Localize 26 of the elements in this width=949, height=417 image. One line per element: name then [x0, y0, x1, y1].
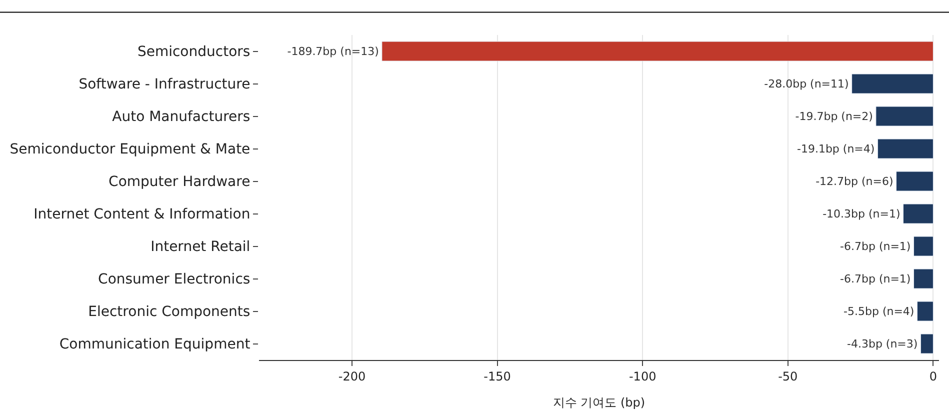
- data-label: -4.3bp (n=3): [846, 337, 918, 350]
- data-label: -6.7bp (n=1): [840, 240, 911, 253]
- x-tick-label: -50: [778, 369, 798, 384]
- data-label: -28.0bp (n=11): [764, 77, 849, 90]
- y-tick-label: Semiconductor Equipment & Mate: [10, 142, 250, 158]
- y-tick-label: Internet Content & Information: [34, 206, 250, 223]
- data-label: -189.7bp (n=13): [287, 44, 379, 58]
- x-axis-title: 지수 기여도 (bp): [552, 395, 646, 410]
- y-tick-label: Internet Retail: [150, 239, 250, 256]
- y-tick-label: Software - Infrastructure: [78, 76, 250, 93]
- x-tick-label: 0: [929, 369, 938, 384]
- y-tick-label: Computer Hardware: [108, 174, 250, 190]
- y-tick-label: Communication Equipment: [59, 336, 251, 353]
- data-label: -6.7bp (n=1): [840, 272, 911, 286]
- x-tick-label: -200: [338, 369, 366, 384]
- x-tick-label: -150: [484, 369, 511, 384]
- data-label: -19.1bp (n=4): [796, 142, 875, 156]
- y-tick-label: Auto Manufacturers: [112, 109, 250, 126]
- data-label: -19.7bp (n=2): [795, 110, 873, 123]
- y-tick-label: Consumer Electronics: [98, 272, 250, 288]
- y-tick-label: Semiconductors: [137, 44, 250, 60]
- y-tick-label: Electronic Components: [88, 304, 250, 320]
- data-label: -10.3bp (n=1): [822, 207, 900, 220]
- data-label: -5.5bp (n=4): [844, 304, 914, 318]
- x-tick-label: -100: [628, 369, 656, 384]
- data-label: -12.7bp (n=6): [816, 174, 894, 188]
